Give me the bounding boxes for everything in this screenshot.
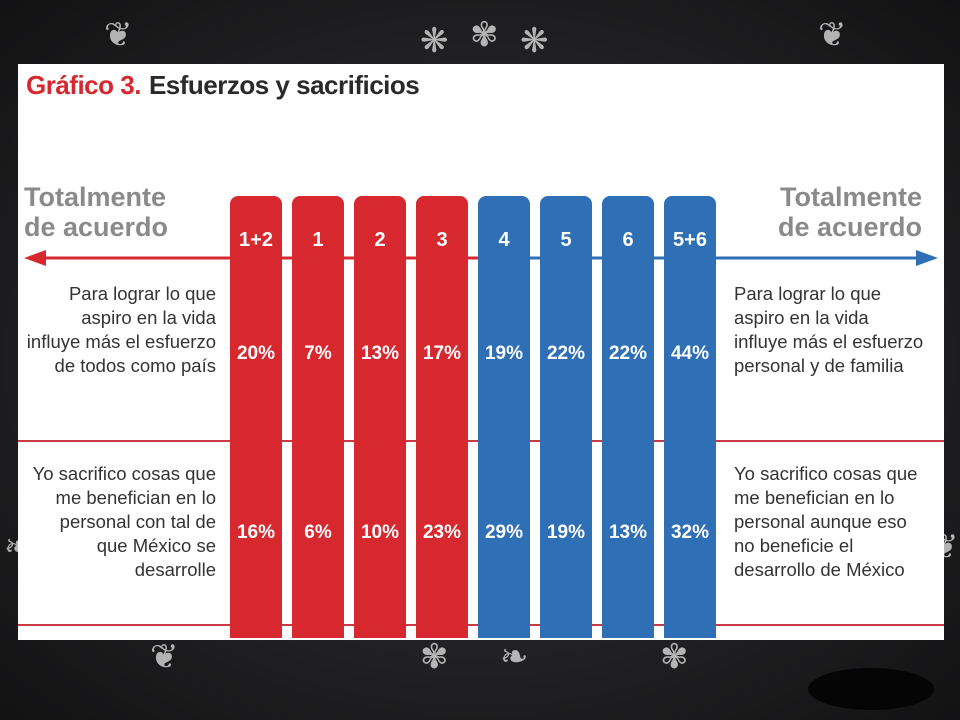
category-label: 2	[374, 229, 386, 251]
data-value-row2: 19%	[546, 522, 586, 543]
data-value-row1: 22%	[608, 343, 648, 364]
data-value-row2: 6%	[304, 522, 332, 543]
chart-title-text: Esfuerzos y sacrificios	[148, 70, 420, 100]
row1-left-statement: Para lograr lo que aspiro en la vida inf…	[26, 283, 216, 376]
category-label: 4	[498, 229, 510, 251]
data-value-row2: 32%	[670, 522, 710, 543]
category-label: 1	[312, 229, 324, 251]
chart-title: Gráfico 3. Esfuerzos y sacrificios	[26, 70, 420, 101]
decorative-blob	[808, 668, 934, 710]
right-scale-heading: Totalmente de acuerdo	[777, 182, 922, 242]
ornament-icon: ❦	[150, 637, 179, 677]
ornament-icon: ❋	[420, 21, 449, 61]
row2-left-statement: Yo sacrifico cosas que me benefician en …	[32, 463, 216, 580]
data-value-row1: 22%	[546, 343, 586, 364]
category-label: 3	[436, 229, 448, 251]
category-label: 1+2	[239, 229, 273, 251]
ornament-icon: ❧	[500, 637, 529, 677]
arrow-right-icon	[916, 250, 938, 266]
ornament-icon: ✾	[660, 637, 689, 677]
data-value-row1: 13%	[360, 343, 400, 364]
arrow-left-icon	[24, 250, 46, 266]
category-label: 6	[622, 229, 634, 251]
data-value-row1: 19%	[484, 343, 524, 364]
category-column: 6 22% 13%	[602, 196, 654, 638]
data-value-row2: 29%	[484, 522, 524, 543]
ornament-icon: ❦	[104, 15, 133, 55]
row2-right-statement: Yo sacrifico cosas que me benefician en …	[734, 463, 918, 580]
data-value-row2: 16%	[236, 522, 276, 543]
ornament-icon: ✾	[420, 637, 449, 677]
data-value-row1: 20%	[236, 343, 276, 364]
category-column: 2 13% 10%	[354, 196, 406, 638]
data-value-row1: 44%	[670, 343, 710, 364]
category-column: 1 7% 6%	[292, 196, 344, 638]
row1-right-statement: Para lograr lo que aspiro en la vida inf…	[734, 283, 924, 376]
category-column: 5+6 44% 32%	[664, 196, 716, 638]
data-value-row1: 17%	[422, 343, 462, 364]
left-scale-heading: Totalmente de acuerdo	[24, 182, 169, 242]
category-column: 5 22% 19%	[540, 196, 592, 638]
category-columns: 1+2 20% 16% 1 7% 6% 2 13% 10% 3 17% 23% 4 19% 29% 5 22% 1…	[18, 64, 944, 640]
category-column: 1+2 20% 16%	[230, 196, 282, 638]
category-column: 3 17% 23%	[416, 196, 468, 638]
chart-title-number: Gráfico 3.	[26, 70, 141, 100]
ornament-icon: ✾	[470, 15, 499, 55]
category-column: 4 19% 29%	[478, 196, 530, 638]
data-value-row1: 7%	[304, 343, 332, 364]
data-value-row2: 10%	[360, 522, 400, 543]
chart-panel: Gráfico 3. Esfuerzos y sacrificios Totalm…	[18, 64, 944, 640]
data-value-row2: 23%	[422, 522, 462, 543]
data-value-row2: 13%	[608, 522, 648, 543]
category-label: 5+6	[673, 229, 707, 251]
category-label: 5	[560, 229, 572, 251]
ornament-icon: ❦	[818, 15, 847, 55]
ornament-icon: ❋	[520, 21, 549, 61]
